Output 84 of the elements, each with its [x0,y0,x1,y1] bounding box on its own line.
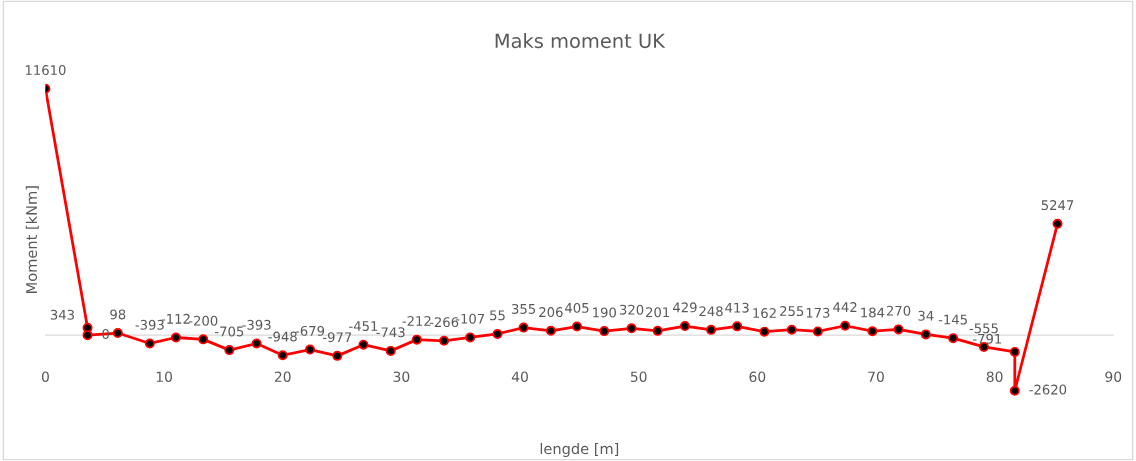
data-label: -948 [268,331,297,342]
data-label: 270 [886,305,911,316]
data-label: -743 [376,327,405,338]
point [545,325,556,336]
x-tick-label: 0 [41,371,49,382]
data-label: 55 [490,310,505,321]
point [920,329,931,340]
data-label: 206 [539,307,563,318]
point [224,345,235,356]
data-label: 405 [565,302,589,313]
point [358,339,369,350]
data-label: 184 [861,307,885,318]
data-label: -2620 [1029,384,1067,395]
point [759,326,770,337]
point [1009,346,1020,357]
point [599,326,610,337]
data-label: -679 [295,325,325,336]
point [144,338,155,349]
x-tick-label: 60 [749,371,766,382]
point [198,334,209,345]
data-label: -200 [188,315,218,326]
chart-title: Maks moment UK [495,33,666,49]
point [786,324,797,335]
point [170,332,181,343]
x-axis-title: lengde [m] [540,442,619,458]
data-label: 0 [102,328,109,339]
data-label: 413 [725,302,749,313]
data-label: 248 [699,306,723,317]
x-tick-label: 40 [511,371,528,382]
data-label: -451 [349,321,378,332]
point [893,324,904,335]
data-label: 173 [806,307,830,318]
point [305,344,316,355]
data-label: 429 [673,302,697,313]
point [732,321,743,332]
point [571,321,582,332]
point [385,345,396,356]
point [492,328,503,339]
point [867,326,878,337]
point [812,326,823,337]
point [465,332,476,343]
point [518,322,529,333]
data-label: 320 [619,304,644,315]
data-label: 201 [646,307,670,318]
data-label: -977 [322,332,352,343]
data-label: 190 [593,307,616,318]
point [1009,385,1020,396]
x-tick-label: 10 [156,371,172,382]
point [277,350,288,361]
point [1052,218,1063,229]
data-label: -212 [402,315,431,326]
x-tick-label: 80 [986,371,1003,382]
data-label: 442 [833,302,857,312]
y-axis-title: Moment [kNm] [25,186,39,293]
point [626,323,637,334]
point [411,334,422,345]
data-label: -705 [215,326,244,337]
point [679,321,690,332]
x-tick-label: 50 [630,371,647,382]
data-label: 98 [110,309,126,320]
data-label: 34 [918,310,934,321]
point [706,324,717,335]
data-label: -791 [973,333,1002,344]
data-label: 162 [753,308,776,319]
data-label: 11610 [25,65,66,76]
x-tick-label: 70 [868,371,884,382]
point [948,333,959,344]
data-label: -145 [938,314,967,325]
data-label: 5247 [1041,200,1074,211]
point [82,330,93,341]
point [332,350,343,361]
data-label: 355 [512,303,536,314]
point [439,335,450,346]
x-tick-label: 30 [393,371,410,382]
data-label: 255 [780,306,804,317]
data-label: -393 [242,319,271,330]
data-label: 343 [50,309,74,320]
point [652,325,663,336]
point [112,328,123,339]
x-tick-label: 20 [274,371,291,382]
point [840,320,851,331]
x-tick-label: 90 [1105,371,1122,382]
data-label: -555 [969,323,998,334]
point [251,338,262,349]
